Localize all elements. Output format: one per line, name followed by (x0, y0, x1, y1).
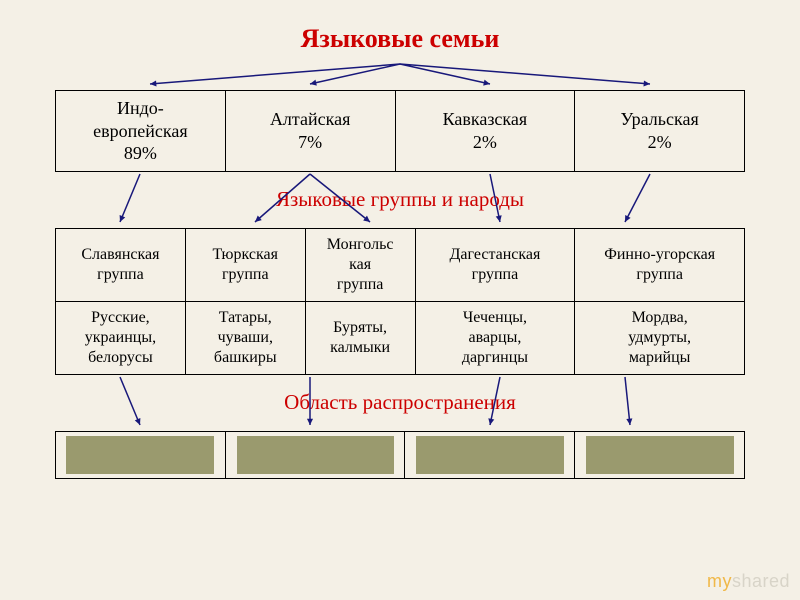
regions-table (55, 431, 745, 479)
region-block (237, 436, 394, 474)
people-cell: Мордва,удмурты,марийцы (575, 301, 745, 374)
family-cell: Алтайская7% (225, 91, 395, 172)
families-table: Индо-европейская89%Алтайская7%Кавказская… (55, 90, 745, 172)
arrows-groups-to-regions: Область распространения (55, 375, 745, 431)
svg-text:Область распространения: Область распространения (284, 390, 516, 414)
svg-text:Языковые группы и народы: Языковые группы и народы (276, 187, 524, 211)
region-cell (225, 431, 405, 478)
region-block (66, 436, 214, 474)
people-cell: Буряты,калмыки (305, 301, 415, 374)
region-block (416, 436, 564, 474)
family-cell: Уральская2% (575, 91, 745, 172)
region-block (586, 436, 734, 474)
group-cell: Славянскаягруппа (56, 228, 186, 301)
arrows-title-to-families (55, 62, 745, 90)
people-cell: Чеченцы,аварцы,даргинцы (415, 301, 575, 374)
watermark: myshared (707, 571, 790, 592)
arrows-families-to-groups: Языковые группы и народы (55, 172, 745, 228)
people-cell: Русские,украинцы,белорусы (56, 301, 186, 374)
region-cell (56, 431, 226, 478)
region-cell (575, 431, 745, 478)
group-cell: Финно-угорскаягруппа (575, 228, 745, 301)
family-cell: Кавказская2% (395, 91, 575, 172)
main-title: Языковые семьи (0, 0, 800, 62)
group-cell: Тюркскаягруппа (185, 228, 305, 301)
group-cell: Дагестанскаягруппа (415, 228, 575, 301)
group-cell: Монгольскаягруппа (305, 228, 415, 301)
family-cell: Индо-европейская89% (56, 91, 226, 172)
groups-table: СлавянскаягруппаТюркскаягруппаМонгольска… (55, 228, 745, 375)
region-cell (405, 431, 575, 478)
people-cell: Татары,чуваши,башкиры (185, 301, 305, 374)
